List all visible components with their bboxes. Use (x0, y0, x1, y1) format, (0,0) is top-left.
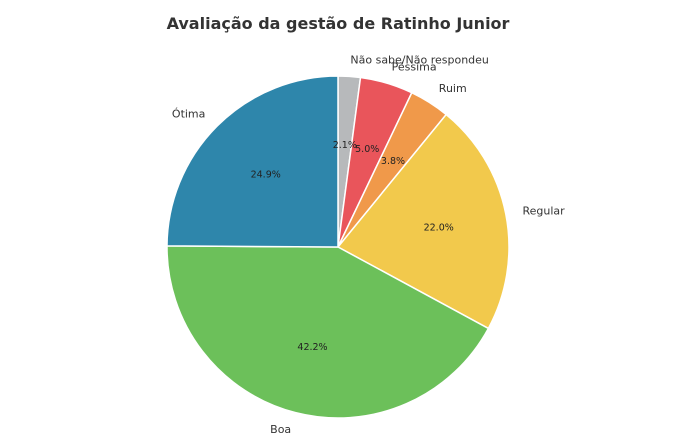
slice-label: Péssima (392, 61, 437, 74)
slice-percent-label: 3.8% (381, 156, 405, 167)
pie-slice (166, 75, 339, 248)
slice-percent-label: 22.0% (424, 223, 454, 234)
slice-label: Regular (523, 205, 566, 218)
pie-slices (166, 75, 510, 419)
slice-label: Ruim (439, 82, 467, 95)
slice-percent-label: 24.9% (251, 170, 281, 181)
slice-label: Ótima (172, 108, 205, 121)
slice-label: Boa (270, 423, 291, 436)
pie-labels: Não sabe/Não respondeu 2.1% Péssima 5.0% Rui… (172, 53, 565, 436)
slice-percent-label: 2.1% (333, 140, 357, 151)
pie-slice (336, 113, 510, 330)
slice-percent-label: 42.2% (297, 342, 327, 353)
chart-title: Avaliação da gestão de Ratinho Junior (167, 14, 510, 33)
slice-percent-label: 5.0% (355, 144, 379, 155)
slice-label: Não sabe/Não respondeu (350, 53, 489, 66)
pie-slice (166, 245, 490, 419)
